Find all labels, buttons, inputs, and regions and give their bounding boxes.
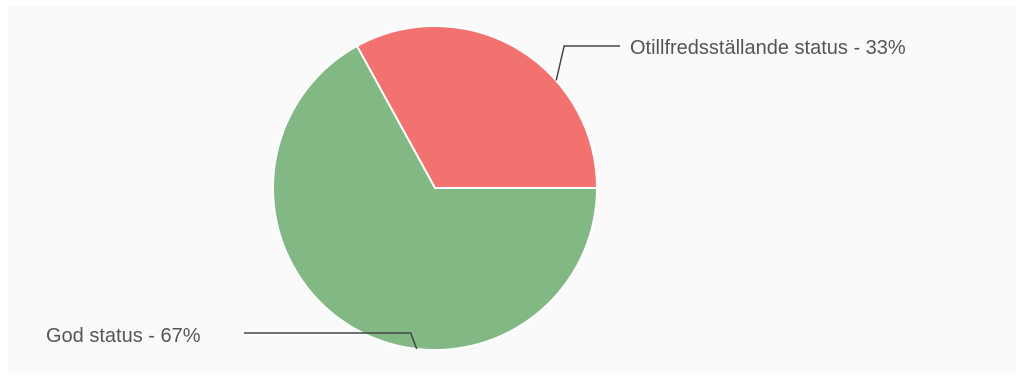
slice-label-otillfredsstallande: Otillfredsställande status - 33% [630,37,906,59]
pie-slices [272,25,599,351]
leader-line-god-status [244,332,418,350]
slice-otillfredsstallande [355,25,599,189]
leader-line-otillfredsstallande [555,45,620,81]
slice-label-god-status: God status - 67% [46,325,201,347]
slice-god-status [272,44,599,351]
leader-lines [244,45,620,350]
